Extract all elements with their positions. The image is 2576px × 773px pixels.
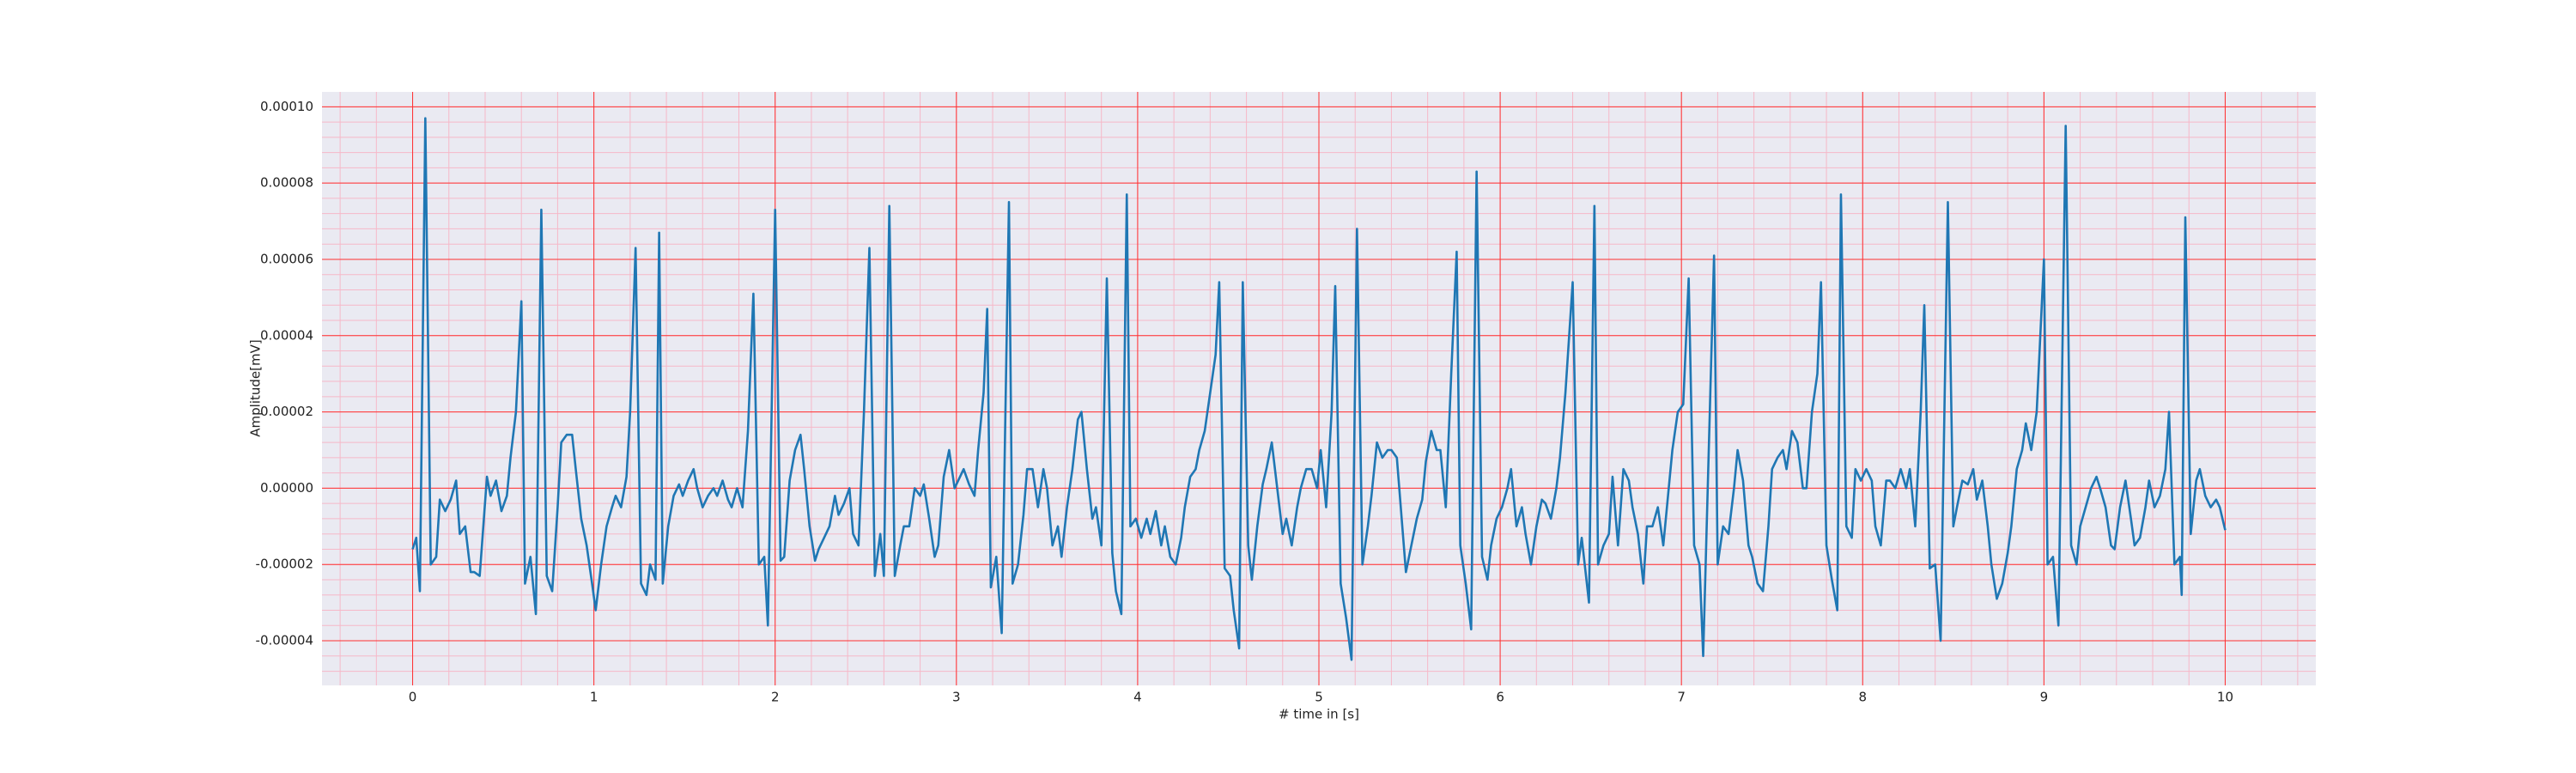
y-tick-label: 0.00010	[260, 99, 313, 114]
labels: 0 1 2 3 4 5 6 7 8 9 10 -0.00004 -0.00002 0.00000 0.000…	[256, 99, 2233, 705]
y-tick-label: 0.00000	[260, 480, 313, 496]
x-tick-label: 4	[1133, 690, 1142, 705]
x-tick-label: 1	[590, 690, 598, 705]
y-axis-label: Amplitude[mV]	[248, 339, 264, 436]
x-axis-label: # time in [s]	[1279, 707, 1359, 722]
y-tick-label: -0.00004	[256, 633, 313, 648]
x-tick-label: 8	[1858, 690, 1867, 705]
y-tick-label: 0.00006	[260, 251, 313, 266]
y-tick-label: 0.00002	[260, 404, 313, 419]
x-tick-label: 9	[2040, 690, 2049, 705]
y-tick-label: 0.00004	[260, 327, 313, 343]
marks	[411, 117, 2227, 661]
x-tick-label: 3	[952, 690, 961, 705]
x-tick-label: 7	[1677, 690, 1686, 705]
x-tick-label: 0	[409, 690, 417, 705]
x-tick-label: 10	[2217, 690, 2233, 705]
grid	[322, 92, 2316, 685]
x-tick-label: 6	[1496, 690, 1504, 705]
y-tick-label: -0.00002	[256, 557, 313, 572]
y-tick-label: 0.00008	[260, 175, 313, 191]
x-tick-label: 5	[1315, 690, 1323, 705]
data-line	[411, 117, 2227, 661]
x-tick-label: 2	[771, 690, 780, 705]
